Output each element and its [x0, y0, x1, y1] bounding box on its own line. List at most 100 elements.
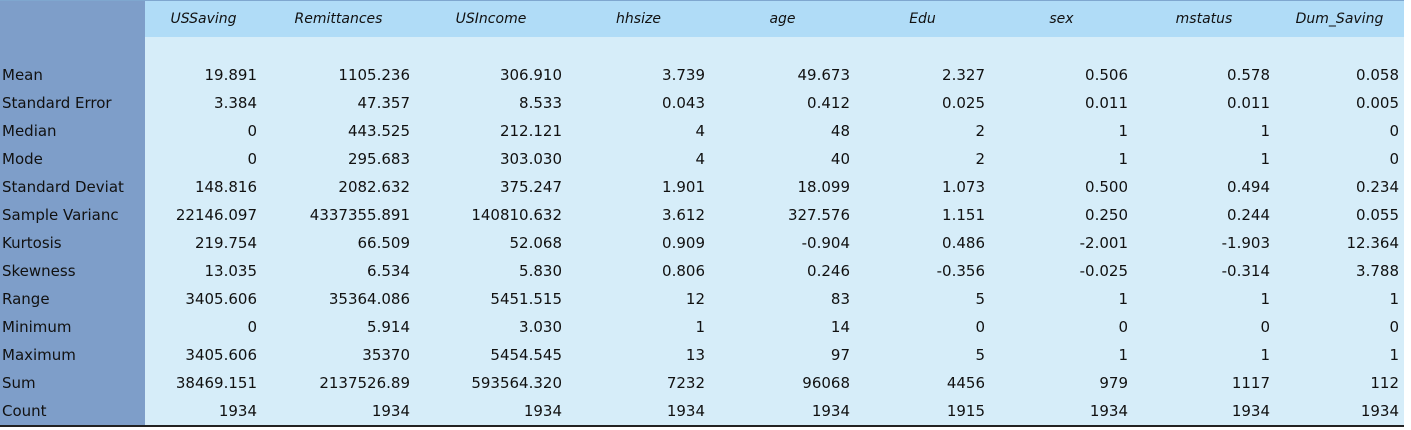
value-cell: -0.025	[990, 257, 1133, 285]
value-cell: 0	[1133, 313, 1275, 341]
value-cell: 0.244	[1133, 201, 1275, 229]
data-row: Minimum 0 5.914 3.030 1 14 0 0 0 0	[0, 313, 1404, 341]
value-cell: 1934	[710, 397, 855, 427]
value-cell: 1934	[1275, 397, 1404, 427]
value-cell: 1	[990, 341, 1133, 369]
value-cell: 0.058	[1275, 61, 1404, 89]
value-cell: 3.030	[415, 313, 567, 341]
value-cell: 1934	[145, 397, 262, 427]
row-label: Standard Deviat	[0, 173, 145, 201]
row-label: Standard Error	[0, 89, 145, 117]
value-cell: 0.011	[1133, 89, 1275, 117]
row-label: Maximum	[0, 341, 145, 369]
row-label: Count	[0, 397, 145, 427]
value-cell: 0	[1275, 145, 1404, 173]
blank-cell	[0, 37, 145, 61]
data-row: Mean 19.891 1105.236 306.910 3.739 49.673 2.32…	[0, 61, 1404, 89]
value-cell: 979	[990, 369, 1133, 397]
data-row: Maximum 3405.606 35370 5454.545 13 97 5 1 1 1	[0, 341, 1404, 369]
value-cell: 0	[145, 117, 262, 145]
row-label: Mode	[0, 145, 145, 173]
value-cell: 96068	[710, 369, 855, 397]
value-cell: 5454.545	[415, 341, 567, 369]
value-cell: 48	[710, 117, 855, 145]
value-cell: 140810.632	[415, 201, 567, 229]
value-cell: 112	[1275, 369, 1404, 397]
row-label: Mean	[0, 61, 145, 89]
value-cell: 375.247	[415, 173, 567, 201]
value-cell: 38469.151	[145, 369, 262, 397]
blank-cell	[415, 37, 567, 61]
value-cell: 1	[990, 285, 1133, 313]
value-cell: 1.073	[855, 173, 990, 201]
column-header: Dum_Saving	[1275, 0, 1404, 37]
value-cell: 13	[567, 341, 710, 369]
data-row: Range 3405.606 35364.086 5451.515 12 83 5 1 1 1	[0, 285, 1404, 313]
value-cell: 1	[1133, 341, 1275, 369]
blank-cell	[262, 37, 415, 61]
table-body: Mean 19.891 1105.236 306.910 3.739 49.673 2.32…	[0, 37, 1404, 427]
value-cell: 443.525	[262, 117, 415, 145]
column-header: mstatus	[1133, 0, 1275, 37]
value-cell: 66.509	[262, 229, 415, 257]
value-cell: 1	[567, 313, 710, 341]
value-cell: 97	[710, 341, 855, 369]
value-cell: 3.739	[567, 61, 710, 89]
value-cell: 6.534	[262, 257, 415, 285]
column-header: USIncome	[415, 0, 567, 37]
value-cell: 3405.606	[145, 341, 262, 369]
value-cell: 13.035	[145, 257, 262, 285]
value-cell: 1	[990, 117, 1133, 145]
value-cell: 0	[1275, 313, 1404, 341]
value-cell: 2	[855, 145, 990, 173]
data-row: Standard Error 3.384 47.357 8.533 0.043 0.412…	[0, 89, 1404, 117]
row-label: Skewness	[0, 257, 145, 285]
value-cell: -0.314	[1133, 257, 1275, 285]
value-cell: 3.384	[145, 89, 262, 117]
row-label: Kurtosis	[0, 229, 145, 257]
value-cell: 306.910	[415, 61, 567, 89]
row-label: Median	[0, 117, 145, 145]
value-cell: 0	[855, 313, 990, 341]
column-header: age	[710, 0, 855, 37]
value-cell: 35370	[262, 341, 415, 369]
value-cell: -1.903	[1133, 229, 1275, 257]
data-row: Sample Varianc 22146.097 4337355.891 140810…	[0, 201, 1404, 229]
value-cell: 49.673	[710, 61, 855, 89]
value-cell: 1	[1133, 285, 1275, 313]
blank-cell	[990, 37, 1133, 61]
value-cell: 1934	[1133, 397, 1275, 427]
value-cell: 3.788	[1275, 257, 1404, 285]
value-cell: 0.486	[855, 229, 990, 257]
corner-cell	[0, 0, 145, 37]
value-cell: 0.246	[710, 257, 855, 285]
value-cell: 1	[1133, 145, 1275, 173]
value-cell: 12	[567, 285, 710, 313]
value-cell: 5.914	[262, 313, 415, 341]
value-cell: 35364.086	[262, 285, 415, 313]
value-cell: 8.533	[415, 89, 567, 117]
value-cell: 0.055	[1275, 201, 1404, 229]
column-header: Remittances	[262, 0, 415, 37]
value-cell: 22146.097	[145, 201, 262, 229]
value-cell: 47.357	[262, 89, 415, 117]
value-cell: 0.806	[567, 257, 710, 285]
value-cell: 0	[990, 313, 1133, 341]
value-cell: 5.830	[415, 257, 567, 285]
value-cell: 19.891	[145, 61, 262, 89]
value-cell: 2.327	[855, 61, 990, 89]
value-cell: 4	[567, 145, 710, 173]
row-label: Sample Varianc	[0, 201, 145, 229]
value-cell: 1	[1275, 285, 1404, 313]
value-cell: 1934	[567, 397, 710, 427]
row-label: Range	[0, 285, 145, 313]
value-cell: 0.578	[1133, 61, 1275, 89]
value-cell: 1	[1275, 341, 1404, 369]
value-cell: 52.068	[415, 229, 567, 257]
blank-cell	[145, 37, 262, 61]
value-cell: 1.901	[567, 173, 710, 201]
data-row: Count 1934 1934 1934 1934 1934 1915 1934 1934 193…	[0, 397, 1404, 427]
value-cell: 327.576	[710, 201, 855, 229]
